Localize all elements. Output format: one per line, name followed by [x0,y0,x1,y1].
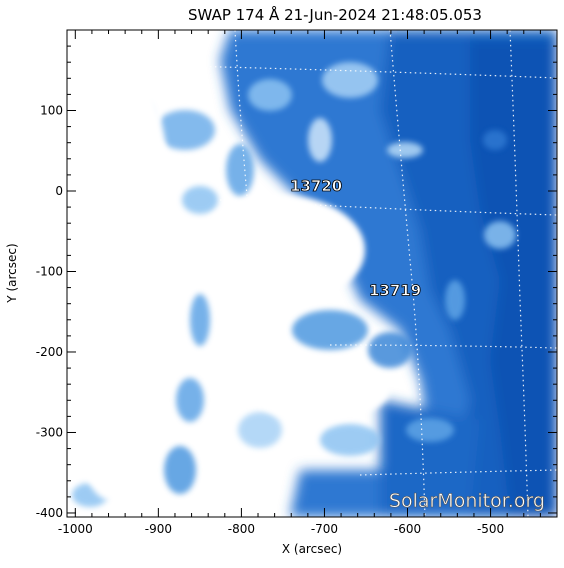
y-tick-label: -300 [36,425,63,439]
watermark: SolarMonitor.org [389,490,545,512]
x-axis-label: X (arcsec) [282,542,342,556]
y-axis-label: Y (arcsec) [5,243,19,303]
active-region-label: 13719 [369,282,421,300]
y-tick-label: -100 [36,264,63,278]
plot-frame [66,29,558,518]
x-tick-label: -800 [228,522,255,536]
chart-title: SWAP 174 Å 21-Jun-2024 21:48:05.053 [188,5,482,24]
x-tick-label: -600 [394,522,421,536]
solar-image [67,30,557,517]
y-tick-label: 0 [55,184,63,198]
x-tick-label: -1000 [58,522,93,536]
x-tick-label: -500 [477,522,504,536]
active-region-labels: 13720 13719 [290,177,422,300]
x-axis-ticks: -1000 -900 -800 -700 -600 -500 [58,30,558,536]
y-tick-label: -200 [36,345,63,359]
y-tick-label: 100 [40,103,63,117]
active-region-label: 13720 [290,177,342,195]
x-tick-label: -900 [145,522,172,536]
x-tick-label: -700 [311,522,338,536]
heliographic-grid [144,30,557,517]
y-tick-label: -400 [36,506,63,520]
y-axis-ticks: -400 -300 -200 -100 0 100 [36,45,557,520]
